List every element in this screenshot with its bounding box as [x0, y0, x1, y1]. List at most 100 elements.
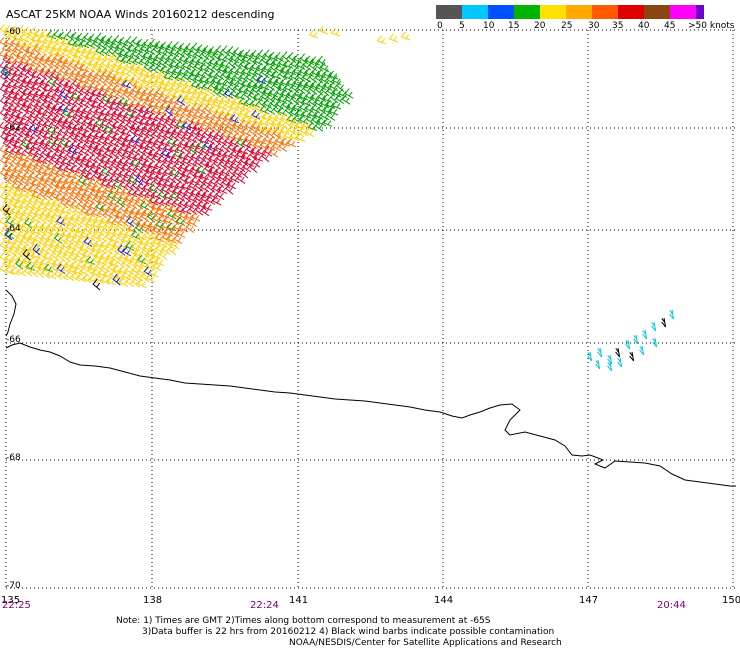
legend-label: 10 [483, 21, 495, 31]
wind-barb [127, 103, 138, 114]
wind-barb [272, 128, 282, 140]
wind-barb [67, 170, 78, 180]
wind-barb [326, 74, 336, 85]
wind-barb [242, 126, 252, 137]
wind-barb [32, 82, 42, 92]
wind-barb [117, 220, 126, 232]
legend-label: 15 [508, 21, 520, 31]
wind-barb [134, 270, 144, 282]
wind-barb [39, 212, 48, 224]
wind-barb [50, 106, 60, 118]
wind-barb [80, 97, 90, 109]
wind-barb [9, 137, 18, 149]
wind-barb [110, 89, 120, 100]
wind-barb [122, 257, 132, 269]
wind-barb [62, 95, 72, 107]
wind-barb [315, 60, 324, 72]
wind-barb [309, 83, 318, 95]
wind-barb [254, 102, 264, 114]
wind-barb [1, 79, 12, 89]
wind-barb [194, 156, 204, 168]
wind-barb [140, 259, 150, 271]
wind-barb [69, 131, 78, 143]
wind-barb [149, 267, 159, 278]
wind-barb [314, 120, 324, 132]
wind-barb [123, 221, 132, 233]
wind-barb [121, 79, 132, 89]
wind-barbs [0, 23, 675, 372]
wind-barb [141, 270, 150, 283]
wind-barb [74, 132, 84, 144]
wind-barb [98, 159, 108, 171]
wind-barb [68, 217, 78, 228]
wind-barb [86, 51, 96, 61]
lat-label: -64 [6, 224, 21, 234]
wind-barb [213, 134, 222, 146]
wind-barb [119, 277, 129, 287]
wind-barb [259, 104, 270, 115]
wind-barb [176, 191, 186, 202]
wind-barb [282, 51, 291, 63]
wind-barb [98, 232, 108, 243]
wind-barb [639, 345, 645, 356]
wind-barb [266, 116, 276, 127]
antarctic-coastline [5, 342, 736, 487]
wind-barb [308, 71, 318, 84]
wind-barb [242, 102, 252, 113]
wind-barb [129, 65, 138, 77]
wind-barb [116, 124, 126, 136]
wind-barb [92, 38, 102, 50]
wind-barb [252, 84, 261, 96]
wind-barb [38, 128, 48, 141]
wind-barb [188, 216, 198, 228]
wind-barb [260, 91, 270, 103]
wind-barb [272, 141, 282, 152]
wind-barb [302, 96, 312, 107]
wind-barb [290, 107, 300, 118]
wind-barb [140, 211, 150, 223]
wind-barb [182, 131, 192, 143]
legend-label: 40 [638, 21, 650, 31]
wind-barb [224, 172, 234, 183]
wind-barb [278, 57, 288, 69]
time-label: 20:44 [657, 600, 686, 611]
wind-barb [296, 71, 306, 82]
wind-barb [2, 137, 12, 149]
wind-barb [249, 161, 258, 173]
wind-barb [317, 116, 327, 127]
wind-barb [223, 65, 234, 75]
wind-barb [278, 118, 288, 129]
wind-barb [146, 140, 156, 151]
wind-barb [242, 161, 252, 173]
wind-barb [157, 166, 168, 177]
wind-barb [80, 110, 90, 121]
wind-barb [122, 245, 132, 257]
wind-barb [254, 139, 264, 150]
wind-barb [62, 168, 72, 179]
wind-barb [629, 351, 635, 362]
wind-barb [83, 164, 93, 175]
wind-barb [129, 125, 138, 137]
wind-barb [273, 104, 282, 116]
wind-barb [51, 190, 60, 202]
wind-barb [152, 189, 162, 200]
lon-label: 135 [1, 595, 21, 606]
wind-barb [8, 245, 18, 258]
wind-barb [122, 186, 132, 197]
wind-barb [85, 111, 96, 121]
wind-barb [146, 105, 156, 115]
wind-barb [38, 56, 48, 69]
map-title: ASCAT 25KM NOAA Winds 20160212 descendin… [6, 8, 275, 21]
wind-barb [91, 100, 102, 110]
legend-label: >50 knots [688, 21, 735, 31]
wind-barb [26, 212, 36, 223]
lat-label: -70 [6, 581, 21, 591]
legend-label: 35 [612, 21, 624, 31]
wind-barb [137, 278, 147, 289]
wind-barb [194, 61, 204, 72]
wind-barb [179, 173, 189, 185]
wind-barb [158, 178, 168, 189]
wind-barb [141, 174, 150, 187]
wind-barb [63, 251, 72, 263]
wind-barb [38, 202, 48, 213]
